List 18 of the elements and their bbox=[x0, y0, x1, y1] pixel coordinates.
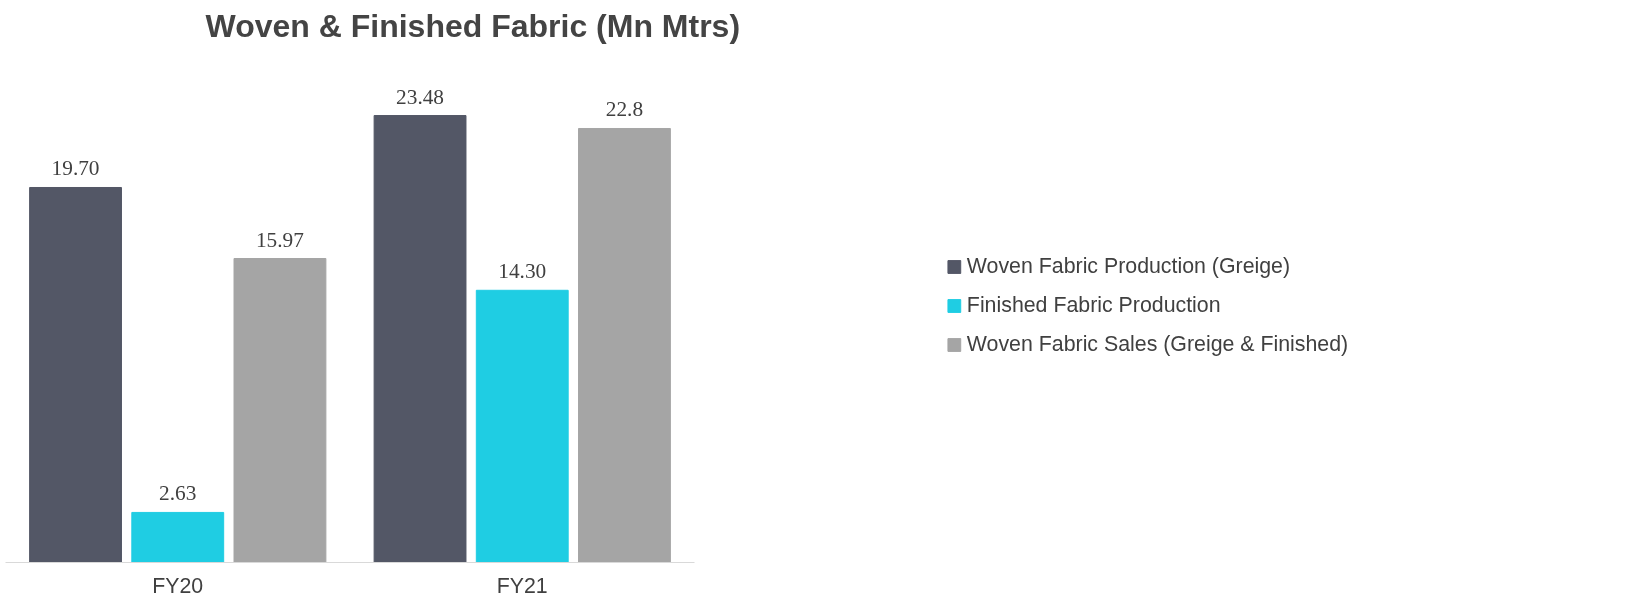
chart-title: Woven & Finished Fabric (Mn Mtrs) bbox=[205, 7, 741, 44]
data-label: 23.48 bbox=[396, 84, 445, 109]
bar bbox=[475, 289, 569, 563]
data-label: 22.8 bbox=[605, 97, 644, 122]
bar bbox=[233, 258, 327, 563]
x-tick-label: FY21 bbox=[496, 573, 548, 598]
bar bbox=[29, 187, 122, 563]
data-label: 15.97 bbox=[255, 227, 305, 252]
data-label: 19.70 bbox=[51, 156, 100, 181]
x-tick-label: FY20 bbox=[152, 573, 204, 598]
data-label: 14.30 bbox=[498, 259, 547, 284]
legend-label: Woven Fabric Production (Greige) bbox=[966, 253, 1291, 279]
legend-label: Finished Fabric Production bbox=[966, 292, 1221, 318]
bar bbox=[131, 511, 225, 563]
legend-label: Woven Fabric Sales (Greige & Finished) bbox=[966, 331, 1349, 357]
bar bbox=[373, 115, 467, 563]
bar bbox=[578, 127, 671, 563]
data-label: 2.63 bbox=[159, 481, 197, 506]
